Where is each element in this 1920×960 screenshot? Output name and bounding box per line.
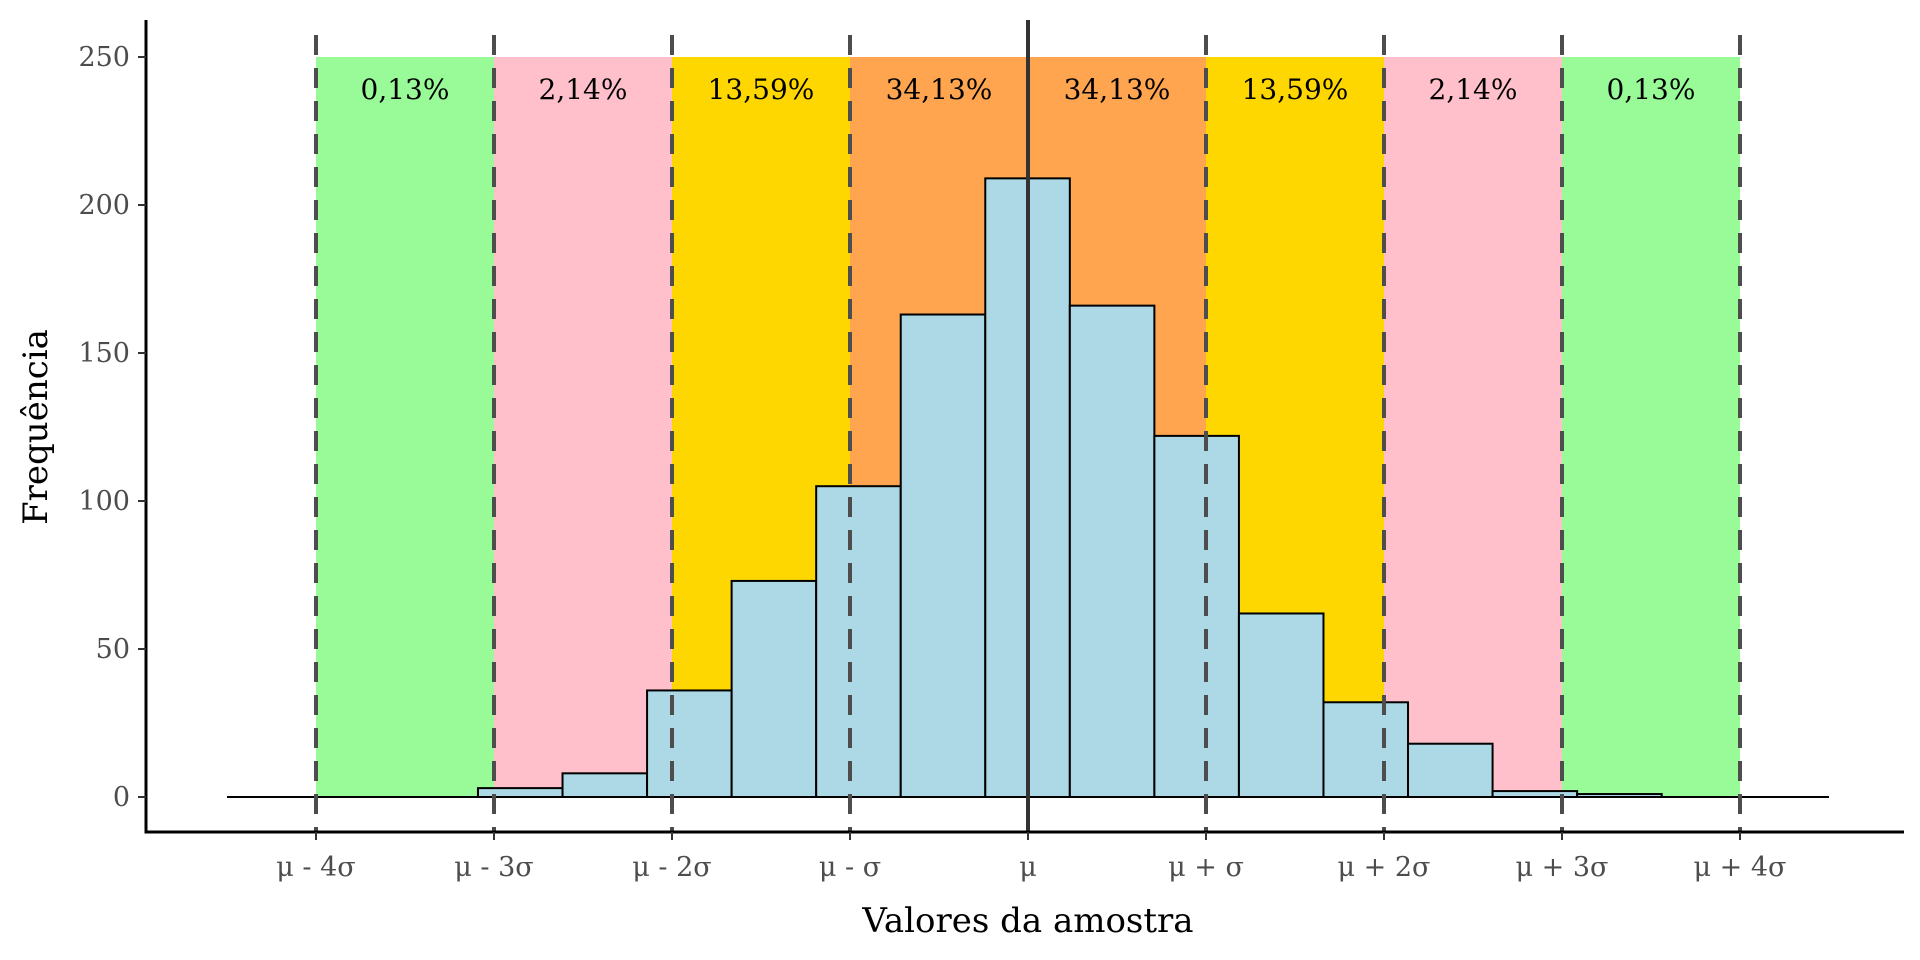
x-tick-label: μ (1019, 852, 1037, 883)
histogram-bar (1576, 793, 1663, 798)
x-tick-label: μ - 4σ (276, 852, 355, 883)
histogram-bar (1322, 701, 1410, 799)
x-tick-label: μ - 3σ (454, 852, 533, 883)
x-tick-label: μ + 2σ (1338, 852, 1431, 883)
sigma-band-label: 0,13% (361, 73, 450, 106)
y-tick-label: 50 (96, 634, 130, 665)
histogram-bar (561, 772, 649, 799)
sigma-band (316, 57, 494, 797)
sigma-band-label: 0,13% (1607, 73, 1696, 106)
histogram-bar (730, 579, 818, 798)
y-axis-ticks: 0 50 100 150 200 250 (78, 42, 146, 813)
sigma-band (494, 57, 672, 797)
sigma-band (1384, 57, 1562, 797)
histogram-bar (815, 485, 902, 798)
histogram-bar (646, 689, 733, 798)
sigma-band-labels: 0,13% 2,14% 13,59% 34,13% 34,13% 13,59% 2,14% 0… (361, 73, 1696, 106)
sigma-band-label: 34,13% (886, 73, 993, 106)
histogram-bar (1407, 742, 1494, 798)
sigma-guide-lines (314, 20, 1742, 832)
x-tick-label: μ - σ (819, 852, 881, 883)
x-tick-label: μ + 4σ (1694, 852, 1787, 883)
sigma-band-label: 34,13% (1064, 73, 1171, 106)
x-tick-label: μ - 2σ (632, 852, 711, 883)
sigma-band-label: 2,14% (1429, 73, 1518, 106)
x-axis-ticks: μ - 4σ μ - 3σ μ - 2σ μ - σ μ μ + σ μ + 2σ μ + 3… (276, 832, 1786, 883)
axes (144, 20, 1904, 834)
histogram-bar (1068, 304, 1156, 798)
histogram-bar (1237, 612, 1325, 798)
sigma-band-label: 13,59% (708, 73, 815, 106)
y-tick-label: 150 (78, 338, 130, 369)
sigma-band-label: 13,59% (1242, 73, 1349, 106)
histogram-bar (1491, 790, 1579, 799)
x-tick-label: μ + 3σ (1516, 852, 1609, 883)
histogram-bar (476, 787, 564, 798)
y-axis-title: Frequência (16, 329, 56, 525)
y-tick-label: 250 (78, 42, 130, 73)
sigma-band (1562, 57, 1740, 797)
x-tick-label: μ + σ (1168, 852, 1244, 883)
y-tick-label: 200 (78, 190, 130, 221)
histogram-bar (1153, 434, 1240, 798)
x-axis-title: Valores da amostra (861, 901, 1193, 941)
sigma-band-label: 2,14% (539, 73, 628, 106)
y-tick-label: 100 (78, 486, 130, 517)
histogram-bar (899, 313, 987, 798)
y-tick-label: 0 (113, 782, 130, 813)
